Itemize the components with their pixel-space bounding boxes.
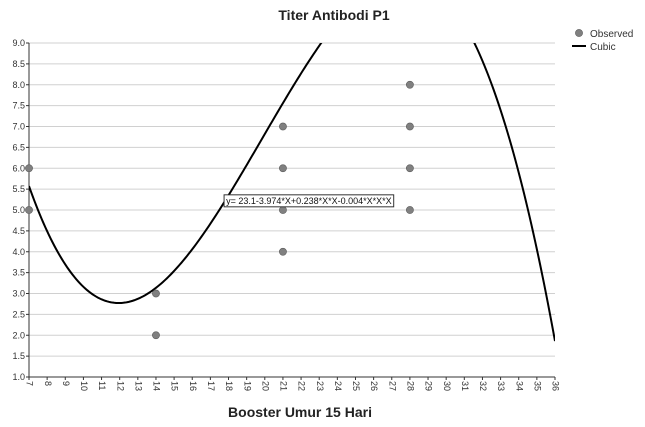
x-tick-label: 33 bbox=[496, 381, 506, 391]
y-tick-label: 5.5 bbox=[12, 184, 25, 194]
y-tick-label: 6.0 bbox=[12, 163, 25, 173]
y-tick-label: 1.5 bbox=[12, 351, 25, 361]
x-tick-label: 31 bbox=[460, 381, 470, 391]
x-tick-label: 30 bbox=[442, 381, 452, 391]
x-tick-label: 25 bbox=[351, 381, 361, 391]
equation-box bbox=[223, 194, 395, 208]
y-tick-label: 4.0 bbox=[12, 247, 25, 257]
observed-point bbox=[405, 164, 414, 173]
legend-marker-observed bbox=[575, 29, 583, 37]
x-tick-label: 24 bbox=[333, 381, 343, 391]
cubic-fit-series bbox=[29, 43, 555, 342]
y-tick-label: 3.0 bbox=[12, 289, 25, 299]
x-tick-label: 7 bbox=[25, 381, 35, 386]
legend-label-cubic: Cubic bbox=[590, 42, 616, 53]
observed-point bbox=[279, 206, 287, 214]
legend: Observed Cubic bbox=[572, 29, 633, 53]
y-tick-label: 7.5 bbox=[12, 101, 25, 111]
x-tick-label: 36 bbox=[551, 381, 561, 391]
x-tick-label: 35 bbox=[532, 381, 542, 391]
x-tick-label: 17 bbox=[206, 381, 216, 391]
x-tick-label: 22 bbox=[297, 381, 307, 391]
x-tick-label: 9 bbox=[61, 381, 71, 386]
x-tick-label: 21 bbox=[279, 381, 289, 391]
y-tick-label: 2.0 bbox=[12, 330, 25, 340]
x-axis-label: Booster Umur 15 Hari bbox=[228, 404, 372, 420]
chart-title: Titer Antibodi P1 bbox=[278, 7, 389, 23]
observed-point bbox=[279, 164, 287, 173]
observed-point bbox=[152, 289, 160, 298]
x-tick-label: 12 bbox=[115, 381, 125, 391]
observed-point bbox=[25, 164, 33, 173]
x-tick-label: 18 bbox=[224, 381, 234, 391]
x-tick-label: 29 bbox=[424, 381, 434, 391]
y-tick-label: 6.5 bbox=[12, 142, 25, 152]
y-tick-label: 1.0 bbox=[12, 372, 25, 382]
observed-point bbox=[405, 122, 414, 131]
x-tick-label: 32 bbox=[478, 381, 488, 391]
x-tick-label: 26 bbox=[369, 381, 379, 391]
y-tick-label: 9.0 bbox=[12, 38, 25, 48]
gridlines bbox=[29, 42, 555, 357]
observed-point bbox=[405, 206, 414, 214]
x-tick-label: 14 bbox=[152, 381, 162, 391]
y-tick-label: 4.5 bbox=[12, 226, 25, 236]
observed-point bbox=[152, 331, 160, 340]
y-axis-ticks: 1.0 1.5 2.0 2.5 3.0 3.5 4.0 4.5 5.0 5.5 6.0 6.5 7.0 7… bbox=[12, 38, 29, 382]
y-tick-label: 8.5 bbox=[12, 59, 25, 69]
x-tick-label: 10 bbox=[79, 381, 89, 391]
observed-point bbox=[405, 80, 414, 89]
x-tick-label: 8 bbox=[43, 381, 53, 386]
x-tick-label: 19 bbox=[242, 381, 252, 391]
x-tick-label: 16 bbox=[188, 381, 198, 391]
y-tick-label: 8.0 bbox=[12, 80, 25, 90]
x-tick-label: 15 bbox=[170, 381, 180, 391]
equation-annotation: y= 23.1-3.974*X+0.238*X*X-0.004*X*X*X bbox=[223, 194, 395, 208]
x-tick-label: 23 bbox=[315, 381, 325, 391]
y-tick-label: 2.5 bbox=[12, 309, 25, 319]
y-tick-label: 7.0 bbox=[12, 122, 25, 132]
x-tick-label: 13 bbox=[133, 381, 143, 391]
observed-series bbox=[25, 80, 414, 340]
observed-point bbox=[279, 247, 287, 256]
x-tick-label: 20 bbox=[260, 381, 270, 391]
x-tick-label: 11 bbox=[97, 381, 107, 390]
observed-point bbox=[279, 122, 287, 131]
observed-point bbox=[25, 206, 33, 214]
y-tick-label: 5.0 bbox=[12, 205, 25, 215]
cubic-fit-line bbox=[29, 43, 555, 342]
y-tick-label: 3.5 bbox=[12, 268, 25, 278]
x-axis-ticks: 7 8 9 10 11 12 13 14 15 16 17 18 19 20 21 22 23 24 25 26 27 2… bbox=[25, 377, 561, 391]
x-tick-label: 28 bbox=[406, 381, 416, 391]
legend-label-observed: Observed bbox=[590, 29, 633, 40]
x-tick-label: 27 bbox=[387, 381, 397, 391]
equation-text: y= 23.1-3.974*X+0.238*X*X-0.004*X*X*X bbox=[226, 196, 392, 206]
x-tick-label: 34 bbox=[514, 381, 524, 391]
